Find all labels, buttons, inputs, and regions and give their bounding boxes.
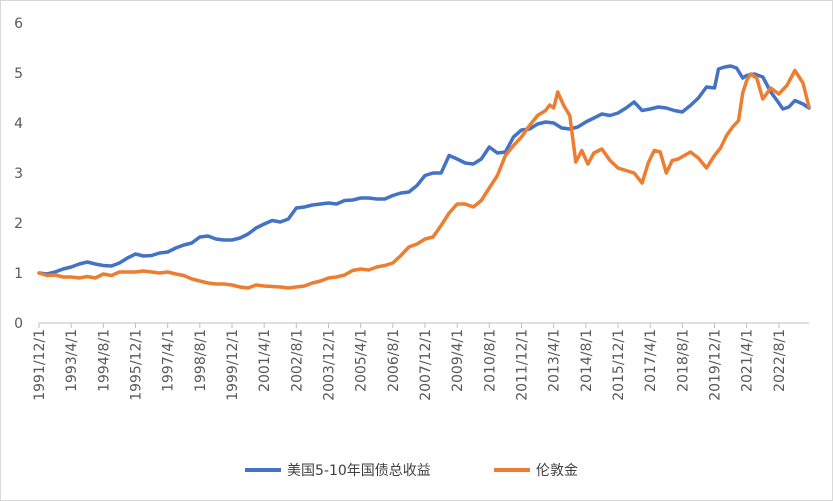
series-line-gold [37, 68, 811, 290]
x-tick-label: 2017/4/1 [643, 329, 659, 392]
x-tick-label: 2022/8/1 [772, 329, 788, 392]
legend-label-bond: 美国5-10年国债总收益 [287, 463, 431, 479]
series-lines [37, 64, 811, 290]
x-tick-label: 2010/8/1 [482, 329, 498, 392]
x-tick-label: 1999/12/1 [225, 329, 241, 401]
x-tick-label: 2018/8/1 [675, 329, 691, 392]
x-tick-label: 1998/8/1 [193, 329, 209, 392]
x-tick-label: 2015/12/1 [611, 329, 627, 401]
x-axis-ticks: 1991/12/1 1993/4/1 1994/8/1 1995/12/1 1997/4… [32, 329, 788, 401]
x-tick-label: 2002/8/1 [289, 329, 305, 392]
x-tick-label: 2014/8/1 [579, 329, 595, 392]
x-tick-label: 2009/4/1 [450, 329, 466, 392]
legend-label-gold: 伦敦金 [536, 463, 578, 479]
y-tick-label: 4 [14, 116, 23, 132]
y-tick-label: 6 [14, 16, 23, 32]
y-tick-label: 5 [14, 66, 23, 82]
x-tick-label: 2019/12/1 [708, 329, 724, 401]
x-tick-label: 1997/4/1 [161, 329, 177, 392]
x-tick-label: 2007/12/1 [418, 329, 434, 401]
x-tick-label: 2005/4/1 [354, 329, 370, 392]
x-tick-label: 2003/12/1 [322, 329, 338, 401]
series-line-bond [37, 64, 811, 276]
x-tick-label: 2013/4/1 [547, 329, 563, 392]
x-tick-label: 2011/12/1 [515, 329, 531, 401]
x-tick-label: 1991/12/1 [32, 329, 48, 401]
x-axis-tick-marks [38, 323, 780, 328]
y-axis-ticks: 0 1 2 3 4 5 6 [14, 16, 23, 332]
x-tick-label: 2006/8/1 [386, 329, 402, 392]
y-tick-label: 1 [14, 266, 23, 282]
x-tick-label: 1993/4/1 [64, 329, 80, 392]
y-tick-label: 0 [14, 316, 23, 332]
legend: 美国5-10年国债总收益 伦敦金 [245, 463, 578, 479]
x-tick-label: 2021/4/1 [740, 329, 756, 392]
x-tick-label: 1994/8/1 [96, 329, 112, 392]
x-tick-label: 1995/12/1 [129, 329, 145, 401]
y-tick-label: 2 [14, 216, 23, 232]
x-tick-label: 2001/4/1 [257, 329, 273, 392]
y-tick-label: 3 [14, 166, 23, 182]
